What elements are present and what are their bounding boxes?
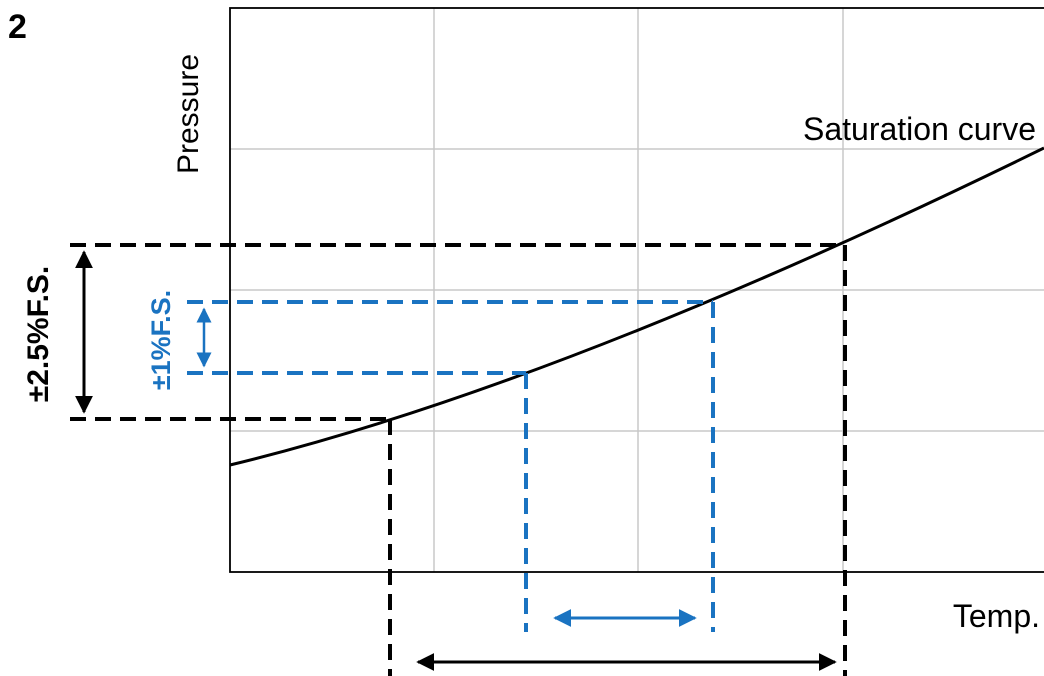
y-axis-label: Pressure — [172, 54, 205, 174]
outer-tolerance-label: ±2.5%F.S. — [22, 266, 55, 403]
x-axis-label: Temp. — [953, 598, 1040, 634]
inner-tolerance-guides — [187, 300, 715, 632]
grid — [230, 8, 1044, 572]
inner-tolerance-label: ±1%F.S. — [146, 290, 176, 390]
plot-frame — [229, 7, 1044, 573]
curve-label: Saturation curve — [803, 111, 1036, 147]
saturation-curve — [229, 146, 1044, 467]
outer-tolerance-guides — [70, 243, 847, 676]
panel-label: 2 — [8, 8, 27, 46]
